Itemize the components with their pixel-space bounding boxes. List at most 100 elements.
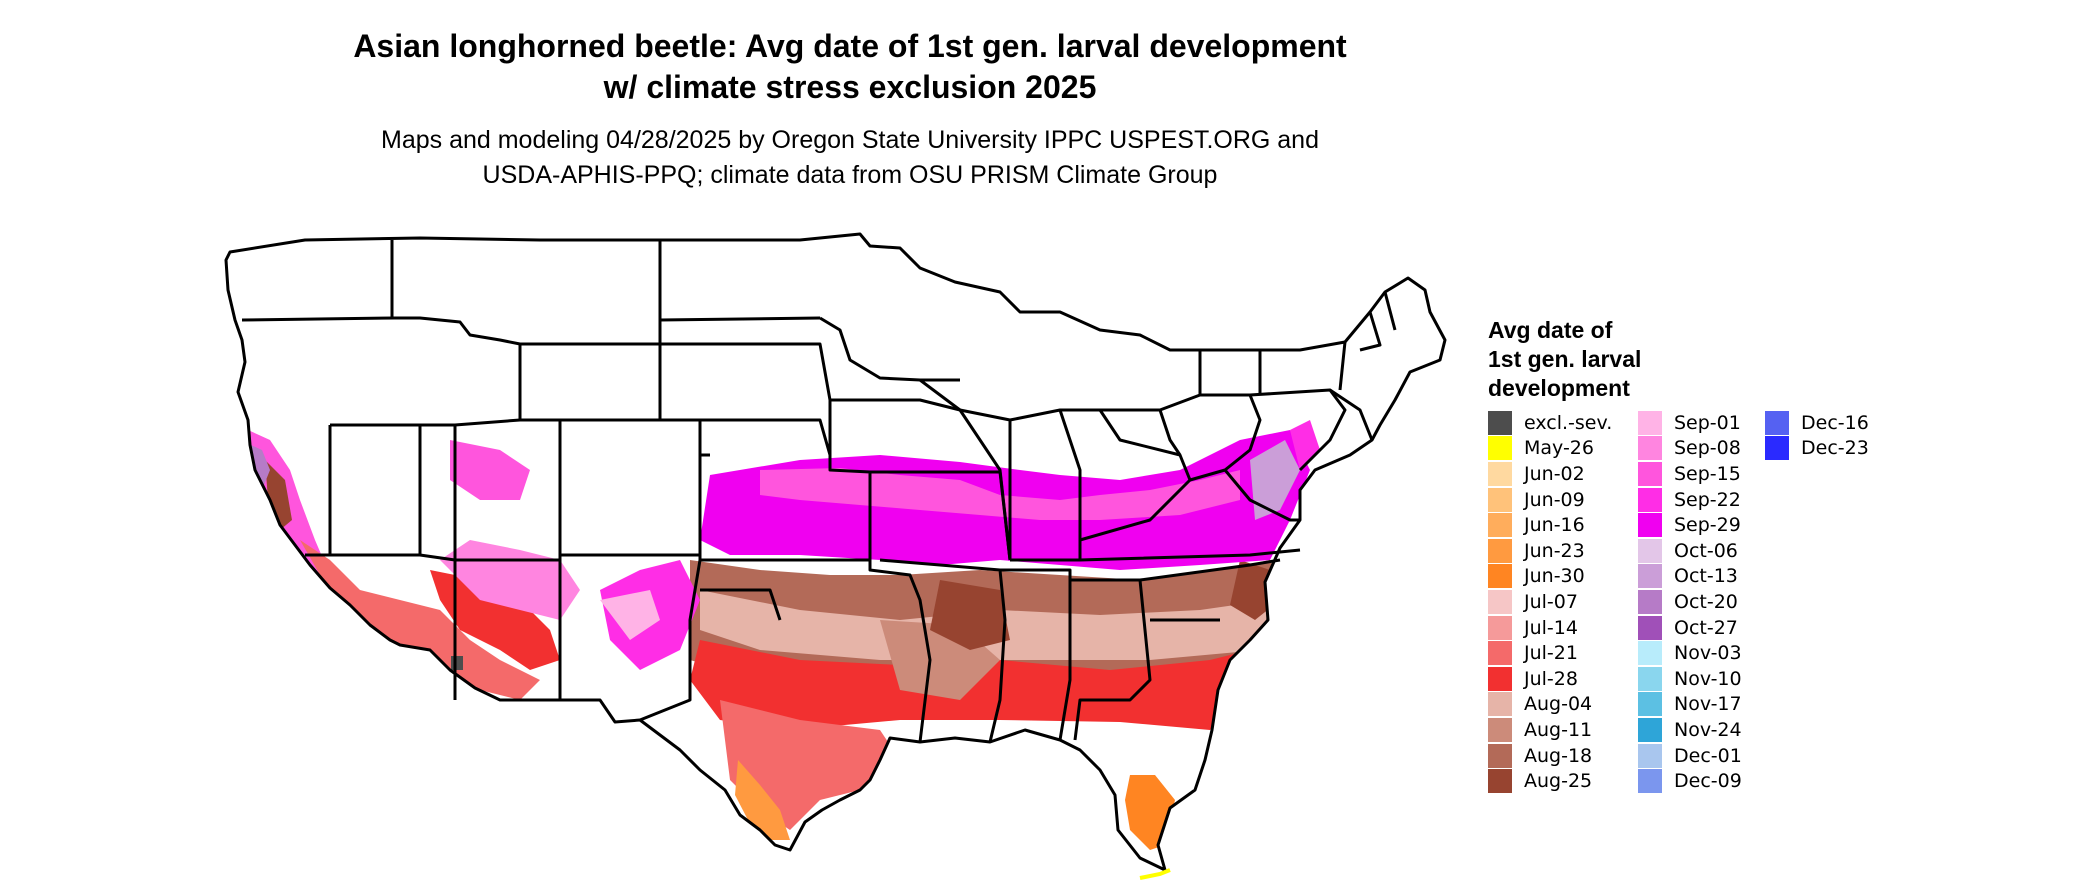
- subtitle-line-1: Maps and modeling 04/28/2025 by Oregon S…: [381, 126, 1319, 154]
- legend-item: Sep-29: [1638, 512, 1742, 538]
- legend-swatch: [1638, 461, 1662, 486]
- legend-swatch: [1638, 589, 1662, 614]
- legend-swatch: [1638, 743, 1662, 768]
- title-line-1: Asian longhorned beetle: Avg date of 1st…: [353, 28, 1347, 64]
- legend-swatch: [1638, 487, 1662, 512]
- legend-swatch: [1488, 666, 1512, 691]
- legend-label: Dec-23: [1801, 437, 1869, 460]
- legend-title-line-3: development: [1488, 375, 1630, 401]
- legend-label: Dec-01: [1674, 744, 1742, 767]
- legend-swatch: [1488, 436, 1512, 461]
- legend-swatch: [1765, 436, 1789, 461]
- legend-item: Sep-08: [1638, 436, 1742, 462]
- legend-label: Oct-27: [1674, 616, 1738, 639]
- legend-item: Jul-28: [1488, 666, 1612, 692]
- legend-label: excl.-sev.: [1524, 411, 1613, 434]
- legend-item: Oct-06: [1638, 538, 1742, 564]
- legend-label: Jun-23: [1524, 539, 1585, 562]
- legend-column-1: excl.-sev. May-26 Jun-02 Jun-09 Jun-16 Jun-23…: [1488, 410, 1612, 794]
- legend-item: Oct-20: [1638, 589, 1742, 615]
- legend-label: Jun-16: [1524, 514, 1585, 537]
- legend-swatch: [1488, 769, 1512, 794]
- legend-swatch: [1638, 410, 1662, 435]
- legend-swatch: [1638, 666, 1662, 691]
- legend-swatch: [1488, 513, 1512, 538]
- legend-item: excl.-sev.: [1488, 410, 1612, 436]
- legend-label: Jun-09: [1524, 488, 1585, 511]
- legend-swatch: [1488, 717, 1512, 742]
- legend-label: Oct-13: [1674, 565, 1738, 588]
- legend-swatch: [1488, 589, 1512, 614]
- legend-title-line-2: 1st gen. larval: [1488, 346, 1642, 372]
- legend-label: Aug-04: [1524, 693, 1593, 716]
- legend-item: Aug-25: [1488, 768, 1612, 794]
- legend-item: Dec-16: [1765, 410, 1869, 436]
- map-subtitle: Maps and modeling 04/28/2025 by Oregon S…: [200, 123, 1500, 193]
- legend-label: Jul-28: [1524, 667, 1578, 690]
- legend-item: Nov-17: [1638, 692, 1742, 718]
- legend-swatch: [1488, 410, 1512, 435]
- legend-swatch: [1638, 436, 1662, 461]
- legend-item: Sep-01: [1638, 410, 1742, 436]
- legend-item: Jul-14: [1488, 615, 1612, 641]
- legend-item: Dec-09: [1638, 768, 1742, 794]
- legend-label: Jul-07: [1524, 590, 1578, 613]
- legend-swatch: [1488, 692, 1512, 717]
- legend-label: Nov-24: [1674, 718, 1742, 741]
- legend-label: Aug-25: [1524, 770, 1593, 793]
- legend-label: Oct-20: [1674, 590, 1738, 613]
- legend-item: Jun-23: [1488, 538, 1612, 564]
- legend-swatch: [1488, 564, 1512, 589]
- legend-item: Jul-07: [1488, 589, 1612, 615]
- legend-item: Nov-10: [1638, 666, 1742, 692]
- legend-label: Aug-11: [1524, 718, 1593, 741]
- legend-item: Dec-23: [1765, 436, 1869, 462]
- legend-item: Dec-01: [1638, 743, 1742, 769]
- legend-label: Oct-06: [1674, 539, 1738, 562]
- legend-swatch: [1638, 615, 1662, 640]
- map-title: Asian longhorned beetle: Avg date of 1st…: [200, 26, 1500, 108]
- legend-item: Jul-21: [1488, 640, 1612, 666]
- florida-keys: [1139, 868, 1171, 880]
- legend-swatch: [1638, 513, 1662, 538]
- legend-item: Oct-27: [1638, 615, 1742, 641]
- legend-item: Sep-22: [1638, 487, 1742, 513]
- legend-label: Jun-30: [1524, 565, 1585, 588]
- legend-label: Dec-16: [1801, 411, 1869, 434]
- legend-label: Aug-18: [1524, 744, 1593, 767]
- legend-label: Sep-08: [1674, 437, 1741, 460]
- legend-swatch: [1765, 410, 1789, 435]
- legend-swatch: [1638, 564, 1662, 589]
- legend-item: Aug-18: [1488, 743, 1612, 769]
- legend-swatch: [1638, 692, 1662, 717]
- legend-label: May-26: [1524, 437, 1594, 460]
- legend-title-line-1: Avg date of: [1488, 317, 1613, 343]
- legend-label: Sep-29: [1674, 514, 1741, 537]
- legend-column-2: Sep-01 Sep-08 Sep-15 Sep-22 Sep-29 Oct-06 Oct-…: [1638, 410, 1742, 794]
- legend-swatch: [1488, 615, 1512, 640]
- legend-swatch: [1638, 717, 1662, 742]
- legend-label: Sep-01: [1674, 411, 1741, 434]
- legend-label: Dec-09: [1674, 770, 1742, 793]
- legend-swatch: [1488, 487, 1512, 512]
- legend-item: Aug-04: [1488, 692, 1612, 718]
- subtitle-line-2: USDA-APHIS-PPQ; climate data from OSU PR…: [482, 161, 1218, 189]
- legend-swatch: [1488, 538, 1512, 563]
- legend-label: Jul-21: [1524, 642, 1578, 665]
- legend-label: Nov-17: [1674, 693, 1742, 716]
- legend-label: Sep-15: [1674, 462, 1741, 485]
- legend-label: Nov-03: [1674, 642, 1742, 665]
- legend-item: Aug-11: [1488, 717, 1612, 743]
- legend-item: May-26: [1488, 436, 1612, 462]
- legend-item: Nov-24: [1638, 717, 1742, 743]
- legend-item: Sep-15: [1638, 461, 1742, 487]
- legend-swatch: [1638, 538, 1662, 563]
- legend-item: Jun-16: [1488, 512, 1612, 538]
- legend-column-3: Dec-16 Dec-23: [1765, 410, 1869, 461]
- legend-swatch: [1638, 769, 1662, 794]
- legend-swatch: [1638, 641, 1662, 666]
- title-line-2: w/ climate stress exclusion 2025: [603, 69, 1097, 105]
- phenology-bands: [240, 420, 1320, 850]
- state-borders: [224, 232, 1447, 872]
